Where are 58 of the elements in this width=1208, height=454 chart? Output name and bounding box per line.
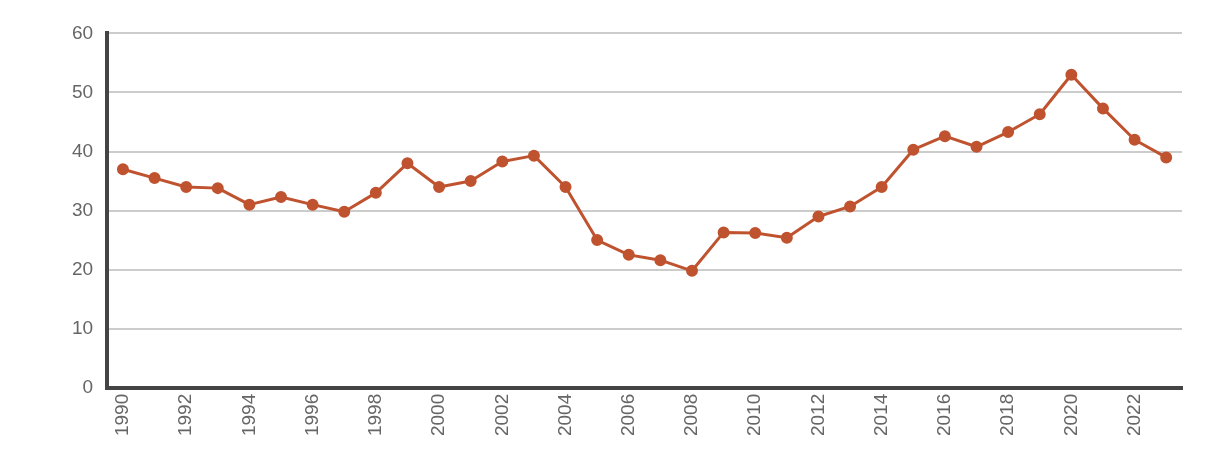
point (180, 180, 193, 193)
point (401, 157, 414, 170)
x-tick-label: 2014 (869, 393, 891, 437)
point (559, 180, 572, 193)
x-tick-label: 1992 (174, 393, 196, 437)
point (622, 248, 635, 261)
point (433, 180, 446, 193)
x-tick-label: 2018 (996, 393, 1018, 437)
y-tick-label: 40 (71, 139, 94, 161)
point (243, 198, 256, 211)
y-tick-label: 20 (71, 257, 94, 279)
y-tick-label: 0 (82, 375, 94, 397)
x-tick-label: 1994 (237, 393, 259, 437)
point (1096, 102, 1109, 115)
x-tick-label: 2004 (553, 393, 575, 437)
x-tick-label: 2016 (933, 393, 955, 437)
point (116, 163, 129, 176)
point (844, 200, 857, 213)
x-tick-label: 2006 (616, 393, 638, 437)
point (369, 186, 382, 199)
x-tick-label: 2010 (743, 393, 765, 437)
y-tick-label: 10 (71, 316, 94, 338)
point (812, 210, 825, 223)
point (1065, 68, 1078, 81)
x-tick-label: 2002 (490, 393, 512, 437)
point (907, 143, 920, 156)
x-tick-label: 1998 (364, 393, 386, 437)
x-tick-label: 1996 (300, 393, 322, 437)
y-tick-label: 60 (71, 21, 94, 43)
point (338, 205, 351, 218)
x-tick-label: 2000 (427, 393, 449, 437)
point (875, 180, 888, 193)
point (1128, 133, 1141, 146)
point (527, 149, 540, 162)
point (685, 264, 698, 277)
point (749, 227, 762, 240)
point (717, 226, 730, 239)
point (780, 231, 793, 244)
point (1002, 126, 1015, 139)
point (591, 234, 604, 247)
point (938, 130, 951, 143)
point (464, 175, 477, 188)
x-tick-label: 1990 (111, 393, 133, 437)
x-tick-label: 2020 (1059, 393, 1081, 437)
point (306, 198, 319, 211)
y-tick-label: 50 (71, 80, 94, 102)
point (275, 190, 288, 203)
x-tick-label: 2008 (680, 393, 702, 437)
point (1033, 108, 1046, 121)
point (148, 172, 161, 185)
x-tick-label: 2012 (806, 393, 828, 437)
y-tick-label: 30 (71, 198, 94, 220)
point (970, 140, 983, 153)
point (211, 182, 224, 195)
point (654, 254, 667, 267)
point (496, 155, 509, 168)
x-tick-label: 2022 (1122, 393, 1144, 437)
point (1160, 151, 1173, 164)
